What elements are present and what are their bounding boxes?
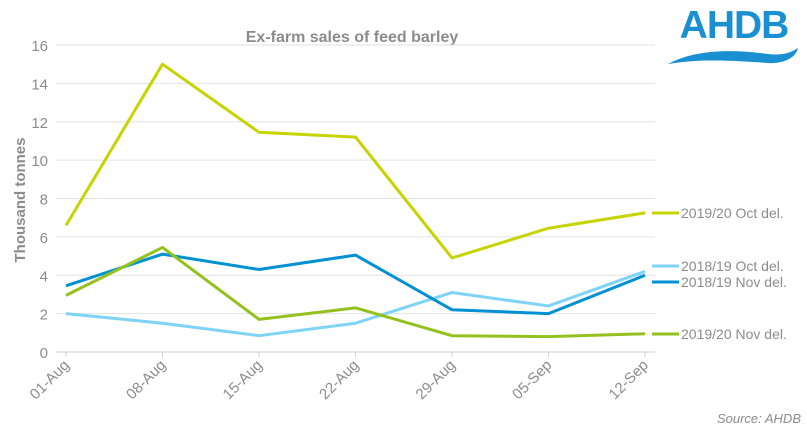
y-tick-label: 8	[40, 192, 48, 209]
y-tick-label: 10	[31, 153, 48, 170]
y-axis-label: Thousand tonnes	[12, 138, 29, 263]
x-tick-label: 05-Sep	[509, 357, 555, 403]
ahdb-logo: AHDB	[668, 4, 800, 70]
y-tick-label: 4	[40, 268, 48, 285]
y-tick-label: 12	[31, 115, 48, 132]
series-line	[64, 62, 646, 260]
series-line	[65, 252, 646, 316]
legend-label: 2019/20 Oct del.	[681, 205, 784, 221]
series-line	[65, 270, 646, 338]
legend-label: 2019/20 Nov del.	[681, 326, 787, 342]
x-tick-label: 12-Sep	[606, 357, 652, 403]
x-tick-label: 01-Aug	[27, 357, 73, 403]
chart-title: Ex-farm sales of feed barley	[246, 29, 459, 46]
source-note: Source: AHDB	[717, 411, 801, 426]
logo-wave-icon	[668, 48, 798, 64]
x-tick-label: 15-Aug	[220, 357, 266, 403]
legend-label: 2018/19 Oct del.	[681, 258, 784, 274]
y-tick-label: 0	[40, 345, 48, 362]
legend-label: 2018/19 Nov del.	[681, 274, 787, 290]
y-tick-label: 14	[31, 76, 48, 93]
logo-text: AHDB	[679, 4, 790, 47]
y-tick-label: 16	[31, 38, 48, 55]
x-tick-label: 08-Aug	[123, 357, 169, 403]
series-line	[65, 245, 646, 339]
x-tick-label: 29-Aug	[413, 357, 459, 403]
y-tick-label: 6	[40, 230, 48, 247]
x-tick-label: 22-Aug	[316, 357, 362, 403]
y-tick-label: 2	[40, 307, 48, 324]
